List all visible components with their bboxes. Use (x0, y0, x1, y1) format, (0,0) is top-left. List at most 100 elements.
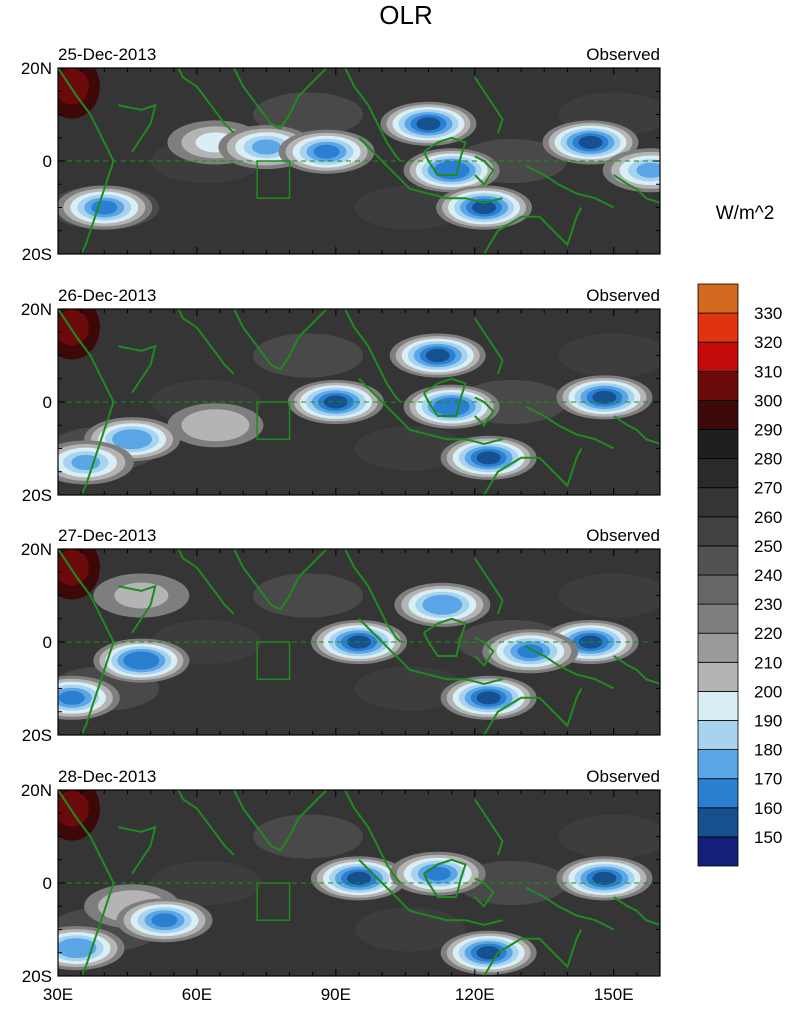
olr-contour (91, 200, 118, 215)
colorbar-label: 250 (754, 537, 782, 556)
colorbar: 150 160 170 180 190 200 210 220 230 240 250 260 270 2… (697, 283, 782, 867)
coastline (233, 549, 328, 611)
coastline (613, 655, 660, 685)
y-tick-label: 20S (22, 726, 52, 745)
colorbar-box (697, 283, 739, 314)
olr-contour (424, 866, 451, 881)
region-box (256, 641, 291, 680)
colorbar-box (697, 487, 739, 518)
x-tick-label: 60E (182, 985, 212, 1004)
coastline (474, 877, 495, 908)
coastline (177, 309, 235, 375)
olr-contour (129, 654, 154, 668)
coastline (409, 909, 503, 926)
x-tick-label: 120E (455, 985, 495, 1004)
coastline (358, 618, 411, 671)
olr-contour (472, 200, 497, 215)
coastline (422, 377, 467, 417)
coastline (525, 886, 615, 931)
olr-contour (58, 309, 89, 346)
units-label: W/m^2 (716, 203, 775, 224)
olr-contour (416, 117, 441, 131)
olr-contour (58, 549, 89, 586)
olr-contour (195, 415, 236, 436)
coastline (422, 136, 467, 176)
x-tick-label: 90E (321, 985, 351, 1004)
y-tick-label: 20S (22, 245, 52, 264)
colorbar-box (697, 312, 739, 343)
coastline (525, 164, 615, 209)
olr-contour (58, 790, 89, 827)
colorbar-box (697, 545, 739, 576)
coastline (177, 68, 235, 134)
coastline (118, 103, 157, 153)
colorbar-label: 190 (754, 712, 782, 731)
coastline (483, 448, 583, 495)
colorbar-label: 330 (754, 304, 782, 323)
coastline (409, 187, 503, 204)
olr-contour (429, 597, 456, 612)
coastline (473, 798, 504, 856)
coastline (118, 584, 157, 634)
olr-contour (578, 135, 603, 149)
panel-date: 28-Dec-2013 (58, 767, 156, 786)
colorbar-label: 210 (754, 653, 782, 672)
colorbar-box (697, 632, 739, 663)
coastline (474, 396, 495, 427)
coastline (473, 557, 504, 615)
coastline (525, 645, 615, 690)
coastline (233, 68, 328, 130)
colorbar-box (697, 691, 739, 721)
y-tick-label: 20N (21, 59, 52, 78)
region-box (256, 882, 291, 921)
colorbar-box (697, 749, 739, 780)
coastline (233, 309, 328, 371)
y-tick-label: 20N (21, 300, 52, 319)
colorbar-box (697, 720, 739, 751)
colorbar-label: 310 (754, 362, 782, 381)
y-tick-label: 0 (43, 152, 52, 171)
colorbar-box (697, 603, 739, 634)
olr-contour (476, 451, 501, 465)
coastline (358, 137, 411, 190)
y-tick-label: 20S (22, 967, 52, 986)
coastline (177, 549, 235, 615)
y-tick-label: 0 (43, 874, 52, 893)
olr-field (58, 549, 660, 735)
y-tick-label: 0 (43, 633, 52, 652)
y-tick-label: 20N (21, 781, 52, 800)
colorbar-label: 170 (754, 770, 782, 789)
olr-contour (347, 871, 371, 885)
colorbar-label: 240 (754, 566, 782, 585)
colorbar-label: 260 (754, 508, 782, 527)
x-axis: 30E 60E 90E 120E 150E (43, 985, 634, 1004)
colorbar-label: 290 (754, 421, 782, 440)
y-tick-label: 0 (43, 393, 52, 412)
panel-label: Observed (586, 45, 660, 64)
coastline (473, 76, 504, 134)
colorbar-label: 270 (754, 479, 782, 498)
x-tick-label: 30E (43, 985, 73, 1004)
olr-contour (58, 690, 85, 705)
panel-date: 26-Dec-2013 (58, 286, 156, 305)
olr-contour (63, 941, 90, 956)
coastline (118, 344, 157, 394)
coastline (474, 636, 495, 667)
colorbar-box (697, 458, 739, 489)
olr-contour (151, 913, 178, 928)
colorbar-label: 150 (754, 828, 782, 847)
panel-4: 20N 0 20S 28-Dec-2013 Observed (21, 767, 661, 986)
region-box (256, 160, 291, 199)
y-tick-label: 20S (22, 486, 52, 505)
olr-contour (313, 144, 340, 159)
colorbar-box (697, 574, 739, 605)
coastline (344, 68, 402, 162)
olr-contour (425, 348, 450, 363)
coastline (422, 858, 467, 898)
panel-label: Observed (586, 767, 660, 786)
colorbar-box (697, 429, 739, 460)
panels: 20N 0 20S 25-Dec-2013 Observed 20N 0 20S 26-Dec-… (21, 45, 661, 986)
colorbar-label: 320 (754, 333, 782, 352)
olr-contour (58, 68, 89, 105)
colorbar-label: 160 (754, 799, 782, 818)
